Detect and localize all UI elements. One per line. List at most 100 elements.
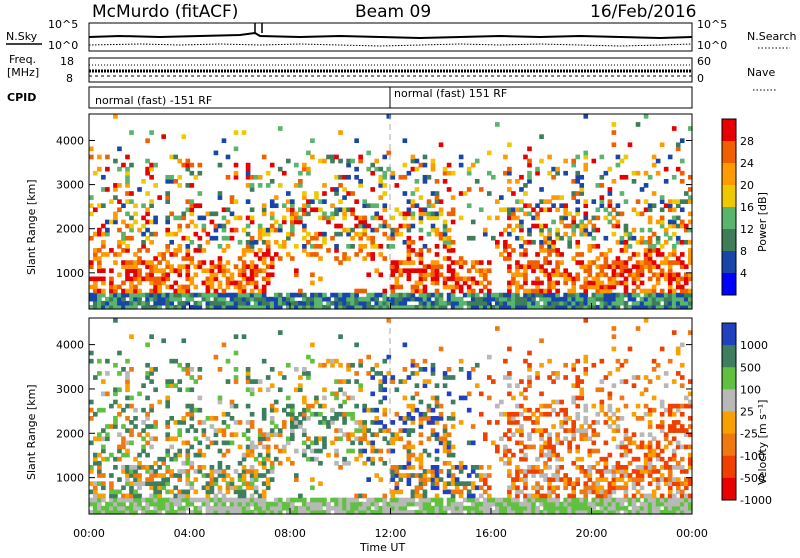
power-cell	[667, 288, 673, 294]
x-tick-label: 04:00	[174, 527, 206, 540]
velocity-cell	[217, 469, 223, 474]
velocity-cell	[675, 481, 681, 487]
power-cell	[382, 223, 388, 229]
velocity-cell	[579, 428, 585, 433]
velocity-cell	[446, 473, 452, 478]
velocity-cell	[149, 465, 154, 470]
velocity-cell	[181, 469, 187, 474]
power-cell	[458, 154, 464, 160]
velocity-cell	[491, 497, 496, 503]
velocity-cell	[595, 477, 601, 482]
power-cell	[651, 191, 657, 196]
power-cell	[310, 296, 315, 302]
velocity-cell	[539, 432, 544, 438]
power-cell	[515, 288, 520, 294]
power-cell	[129, 191, 134, 196]
nsky-tick-bottom: 10^0	[48, 39, 78, 52]
power-cell	[165, 174, 170, 180]
power-cell	[189, 219, 195, 225]
power-cell	[121, 248, 126, 253]
velocity-cell	[667, 485, 673, 491]
power-cell	[121, 288, 126, 294]
colorbar-swatch	[722, 207, 736, 230]
power-cell	[261, 288, 267, 294]
velocity-cell	[121, 465, 126, 470]
power-cell	[145, 138, 150, 144]
velocity-cell	[667, 407, 673, 413]
power-cell	[173, 296, 179, 302]
velocity-cell	[627, 497, 633, 503]
velocity-cell	[217, 367, 223, 372]
velocity-cell	[145, 509, 150, 515]
power-cell	[302, 211, 307, 217]
velocity-cell	[302, 448, 307, 454]
velocity-cell	[659, 420, 665, 425]
power-cell	[93, 284, 98, 290]
power-cell	[374, 203, 380, 209]
power-cell	[322, 183, 327, 188]
velocity-cell	[366, 505, 371, 511]
power-cell	[571, 296, 577, 302]
velocity-cell	[591, 428, 597, 433]
power-cell	[667, 276, 673, 282]
power-cell	[358, 288, 363, 294]
velocity-cell	[535, 493, 540, 499]
power-cell	[370, 304, 376, 310]
velocity-cell	[213, 428, 219, 433]
power-scatter-data	[89, 114, 693, 310]
velocity-cell	[555, 477, 560, 482]
velocity-cell	[358, 505, 363, 511]
power-cell	[257, 183, 263, 188]
power-cell	[350, 191, 355, 196]
power-cell	[390, 296, 396, 302]
velocity-cell	[551, 424, 556, 429]
power-cell	[430, 268, 436, 274]
velocity-cell	[302, 440, 307, 446]
velocity-cell	[137, 501, 142, 507]
velocity-cell	[523, 387, 528, 393]
velocity-cell	[523, 477, 528, 482]
velocity-cell	[265, 432, 271, 438]
velocity-cell	[535, 375, 540, 380]
velocity-cell	[434, 448, 440, 454]
power-cell	[595, 227, 601, 233]
velocity-cell	[350, 448, 355, 454]
power-cell	[346, 174, 351, 180]
power-cell	[101, 223, 106, 229]
power-cell	[551, 244, 556, 249]
power-cell	[671, 199, 677, 204]
colorbar-swatch	[722, 185, 736, 208]
velocity-cell	[334, 428, 339, 433]
velocity-cell	[402, 505, 408, 511]
velocity-cell	[414, 509, 420, 515]
velocity-cell	[555, 493, 560, 499]
power-cell	[229, 272, 235, 278]
power-cell	[647, 276, 653, 282]
power-cell	[679, 207, 685, 213]
power-cell	[450, 284, 456, 290]
power-cell	[406, 199, 412, 204]
power-cell	[314, 244, 319, 249]
power-cell	[519, 300, 524, 306]
power-cell	[595, 272, 601, 278]
power-cell	[511, 304, 516, 310]
velocity-cell	[177, 379, 183, 384]
velocity-cell	[257, 501, 263, 507]
velocity-cell	[547, 465, 552, 470]
velocity-cell	[362, 501, 367, 507]
velocity-cell	[269, 432, 275, 438]
velocity-cell	[663, 460, 669, 466]
velocity-cell	[125, 493, 130, 499]
power-cell	[539, 304, 544, 310]
power-cell	[555, 264, 560, 269]
power-cell	[217, 280, 223, 286]
velocity-cell	[406, 481, 412, 487]
velocity-cell	[277, 448, 283, 454]
power-cell	[647, 203, 653, 209]
power-cell	[213, 288, 219, 294]
velocity-cell	[205, 416, 211, 421]
velocity-cell	[109, 489, 114, 495]
velocity-cell	[241, 432, 247, 438]
velocity-cell	[378, 505, 384, 511]
velocity-cell	[290, 460, 295, 466]
